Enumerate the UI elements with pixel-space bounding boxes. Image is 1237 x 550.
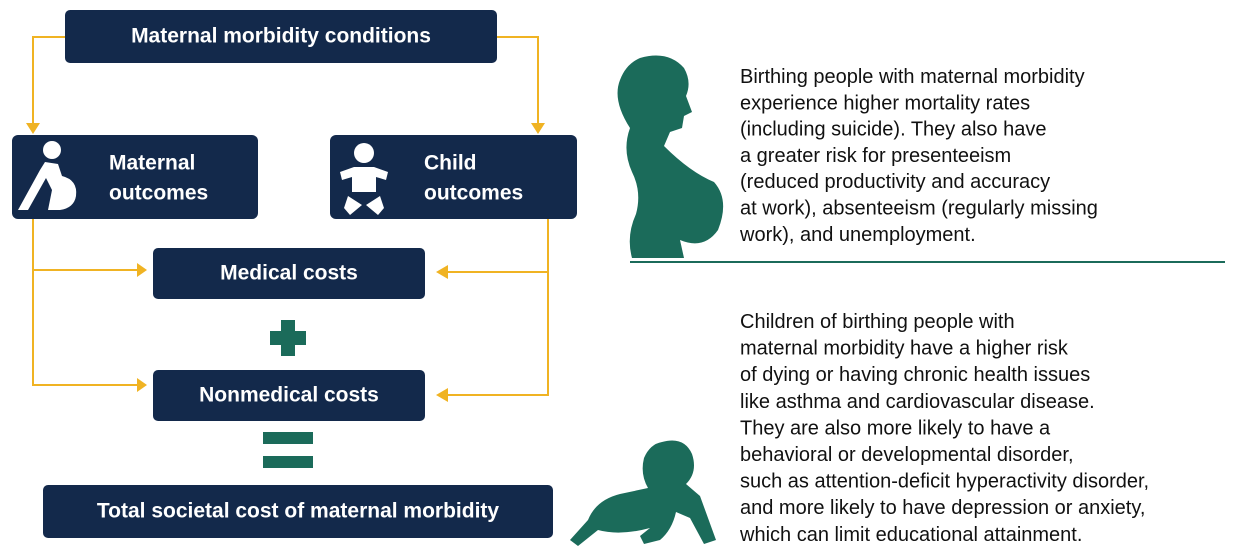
paragraph-line: maternal morbidity have a higher risk (740, 338, 1069, 360)
paragraph-line: which can limit educational attainment. (739, 524, 1082, 546)
paragraph-line: a greater risk for presenteeism (740, 145, 1011, 167)
divider (630, 261, 1225, 263)
paragraph-line: experience higher mortality rates (740, 92, 1030, 114)
equals-sign (263, 432, 313, 468)
paragraph-line: of dying or having chronic health issues (740, 364, 1090, 386)
box-label: Medical costs (220, 262, 358, 285)
paragraph: Birthing people with maternal morbidity e… (739, 66, 1098, 246)
paragraph-line: and more likely to have depression or an… (740, 497, 1145, 519)
diagram: Maternal morbidity conditions Maternal o… (0, 0, 1237, 550)
paragraph-line: at work), absenteeism (regularly missing (740, 198, 1098, 220)
box-label: outcomes (424, 182, 523, 205)
paragraph-line: Birthing people with maternal morbidity (740, 66, 1085, 88)
box-label: Maternal (109, 152, 195, 175)
paragraph-line: behavioral or developmental disorder, (740, 444, 1074, 466)
pregnant-silhouette (618, 56, 724, 258)
paragraph-line: (including suicide). They also have (740, 119, 1046, 141)
paragraph-line: Children of birthing people with (740, 311, 1015, 333)
box-label: Maternal morbidity conditions (131, 25, 431, 48)
paragraph-line: work), and unemployment. (739, 224, 976, 246)
paragraph-line: (reduced productivity and accuracy (740, 171, 1050, 193)
plus-sign (270, 320, 306, 356)
paragraph-line: like asthma and cardiovascular disease. (740, 391, 1095, 413)
paragraph-line: such as attention-deficit hyperactivity … (740, 471, 1149, 493)
box-label: Nonmedical costs (199, 384, 379, 407)
box-label: outcomes (109, 182, 208, 205)
box-label: Total societal cost of maternal morbidit… (97, 500, 500, 523)
paragraph-line: They are also more likely to have a (740, 417, 1051, 439)
box-label: Child (424, 152, 477, 175)
baby-silhouette (570, 441, 716, 547)
paragraph: Children of birthing people with maternal… (739, 311, 1149, 546)
